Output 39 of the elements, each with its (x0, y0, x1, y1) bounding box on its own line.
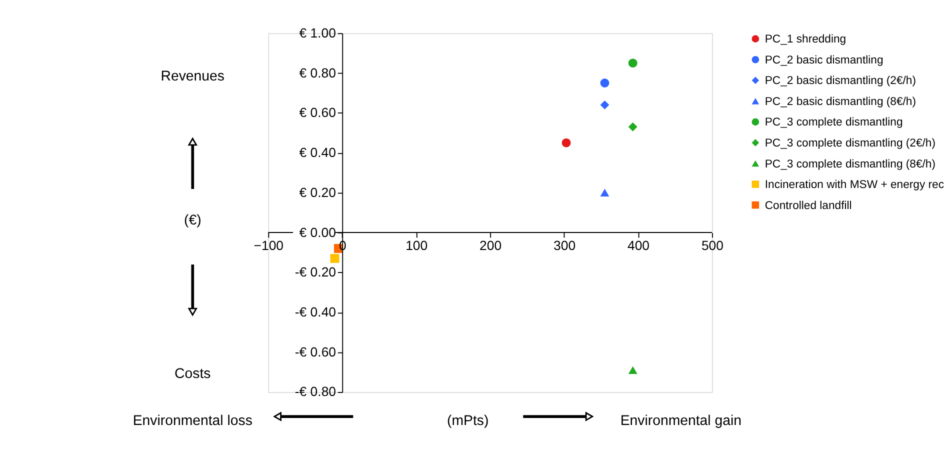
y-tick-label: € 0.20 (299, 184, 336, 200)
point (628, 58, 638, 68)
point (330, 254, 340, 263)
x-tick-label: 100 (406, 238, 428, 253)
text: Costs (174, 366, 211, 382)
point (600, 100, 610, 110)
text: Environmental gain (620, 413, 742, 430)
legend-label: PC_1 shredding (764, 34, 846, 46)
x-tick-label: 500 (701, 238, 724, 253)
y-tick-label: € 0.40 (299, 145, 336, 160)
text: Environmental loss (132, 413, 252, 430)
legend-label: PC_3 complete dismantling (2€/h) (764, 137, 936, 150)
x-tick-label: −100 (254, 238, 284, 253)
point (600, 188, 610, 197)
legend-label: PC_3 complete dismantling (764, 116, 903, 129)
x-tick-label: 400 (627, 238, 650, 253)
y-tick-label: € 0.80 (299, 65, 336, 80)
y-tick-label: -€ 0.40 (294, 304, 336, 320)
text: (mPts) (447, 413, 489, 430)
y-tick-label: -€ 0.60 (294, 344, 336, 360)
y-tick-label: € 0.60 (299, 105, 336, 120)
legend-label: Incineration with MSW + energy rec (764, 179, 944, 192)
legend-label: PC_2 basic dismantling (764, 54, 884, 66)
y-tick-label: -€ 0.20 (294, 264, 336, 280)
y-tick-label: € 1.00 (299, 25, 336, 40)
text: (€) (184, 212, 202, 228)
point (600, 78, 610, 88)
legend-label: Controlled landfill (764, 200, 852, 212)
text: Revenues (160, 68, 225, 84)
y-tick-label: -€ 0.80 (294, 384, 336, 400)
legend-label: PC_2 basic dismantling (2€/h) (764, 75, 916, 88)
legend-label: PC_3 complete dismantling (8€/h) (764, 158, 936, 170)
point (628, 366, 638, 374)
x-tick-label: 300 (554, 238, 576, 253)
y-tick-label: € 0.00 (299, 224, 336, 240)
legend-label: PC_2 basic dismantling (8€/h) (764, 96, 916, 108)
x-tick-label: 200 (480, 238, 502, 253)
point (562, 138, 571, 148)
point (628, 122, 638, 132)
